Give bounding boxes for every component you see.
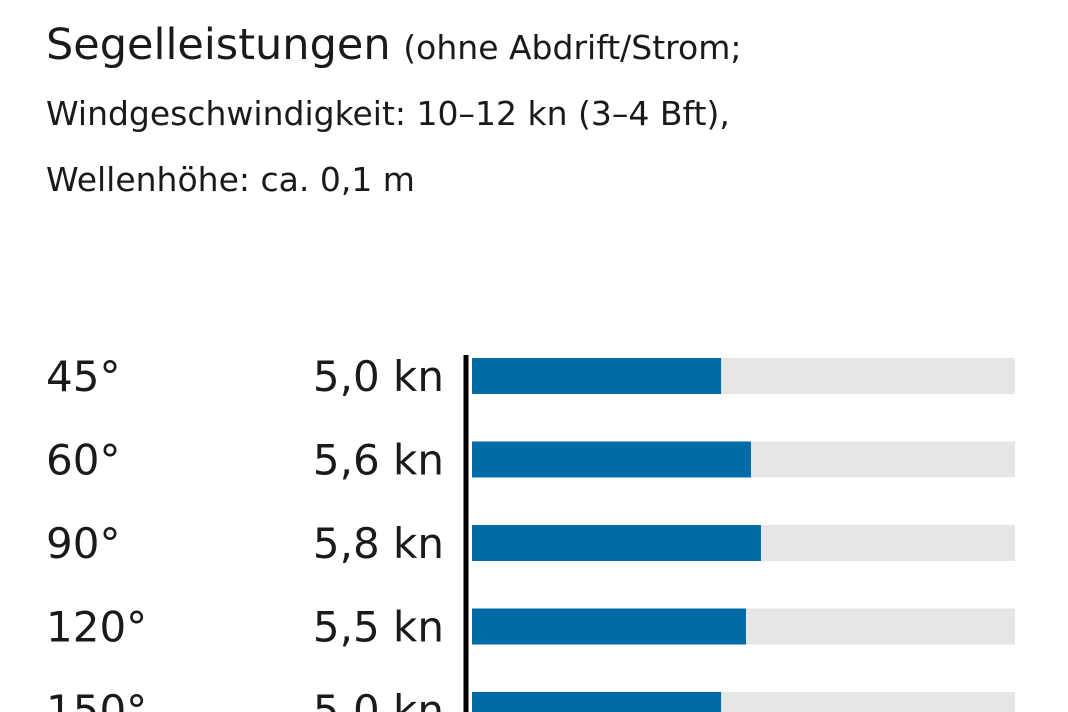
value-label: 5,5 kn [313,603,444,652]
bar [472,608,746,645]
category-label: 60° [46,436,120,485]
category-label: 120° [46,603,147,652]
value-label: 5,6 kn [313,436,444,485]
chart-note: (ohne Abdrift/Strom; [403,28,742,67]
bar [472,692,722,712]
chart-header: Segelleistungen (ohne Abdrift/Strom; Win… [46,12,1046,213]
bar [472,525,761,561]
bar [472,358,722,394]
wind-conditions: Windgeschwindigkeit: 10–12 kn (3–4 Bft), [46,94,730,133]
value-label: 5,0 kn [313,686,444,712]
value-label: 5,0 kn [313,352,444,401]
category-label: 150° [46,686,147,712]
title-line: Segelleistungen (ohne Abdrift/Strom; [46,12,1046,81]
bar [472,441,751,478]
value-label: 5,8 kn [313,519,444,568]
category-label: 90° [46,519,120,568]
category-label: 45° [46,352,120,401]
wave-height: Wellenhöhe: ca. 0,1 m [46,160,415,199]
chart-title: Segelleistungen [46,20,391,70]
